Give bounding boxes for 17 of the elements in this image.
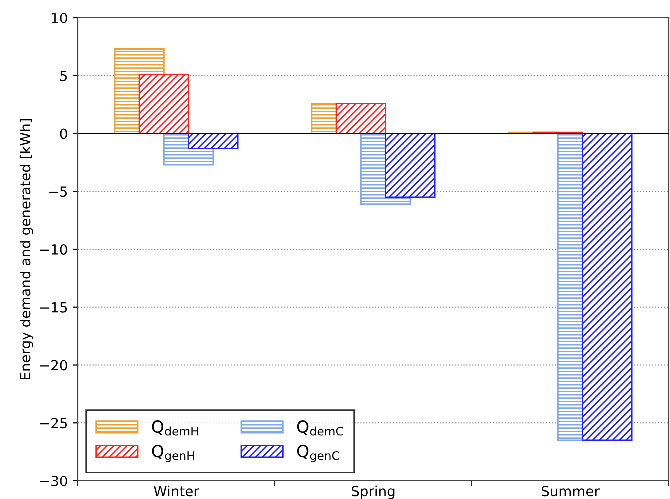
y-tick-label: −20 — [40, 360, 68, 371]
y-tick-label: 10 — [52, 12, 68, 24]
y-tick-label: 0 — [60, 128, 68, 140]
y-tick-label: −30 — [40, 476, 68, 486]
legend-label: Q$_{genC}$ — [297, 445, 340, 463]
x-tick-label: Winter — [154, 486, 200, 497]
y-axis-title: Energy demand and generated [kWh] — [20, 119, 34, 380]
y-tick-label: 5 — [60, 71, 68, 82]
y-tick-label: −15 — [40, 302, 68, 313]
legend-label: Q$_{genH}$ — [152, 445, 194, 463]
y-tick-label: −5 — [49, 186, 68, 198]
legend-label: Q$_{demC}$ — [297, 420, 344, 436]
x-tick-label: Spring — [352, 486, 395, 499]
y-tick-label: −25 — [40, 418, 68, 429]
y-tick-label: −10 — [40, 244, 68, 255]
legend-label: Q$_{demH}$ — [152, 420, 198, 436]
x-tick-label: Summer — [542, 486, 600, 497]
